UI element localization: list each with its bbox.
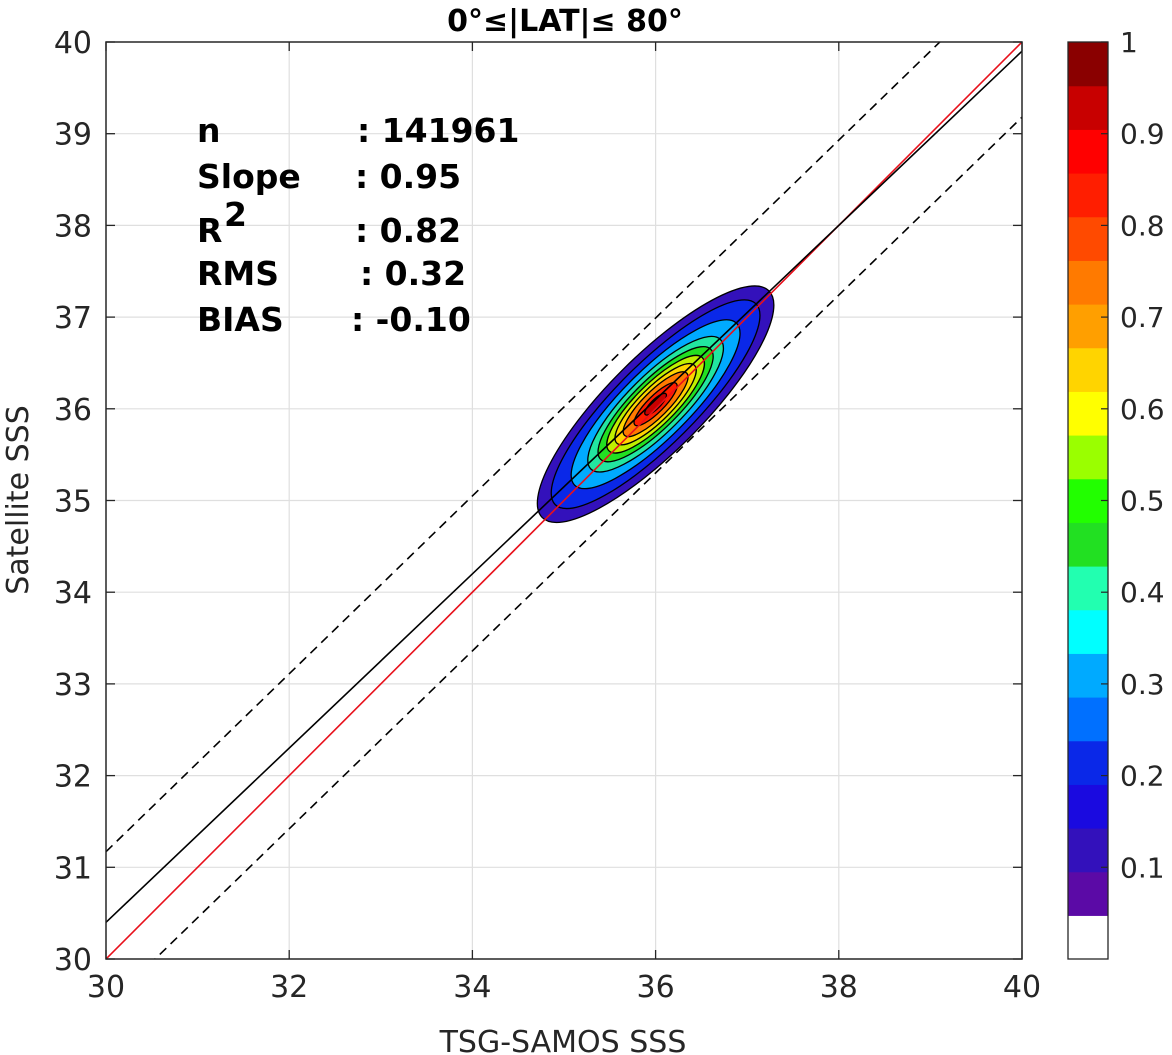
upper-bound-line xyxy=(106,42,941,853)
colorbar-tick-label: 0.3 xyxy=(1120,668,1165,701)
colorbar-segment xyxy=(1068,828,1108,873)
x-tick-label: 40 xyxy=(1003,970,1041,1005)
y-tick-label: 30 xyxy=(54,943,92,978)
y-axis-label: Satellite SSS xyxy=(1,405,36,595)
stat-label: n xyxy=(197,111,221,150)
y-tick-label: 34 xyxy=(54,576,92,611)
stat-label-superscript: 2 xyxy=(224,195,247,234)
stat-label: R xyxy=(197,211,222,250)
x-tick-label: 30 xyxy=(87,970,125,1005)
colorbar-segment xyxy=(1068,391,1108,436)
colorbar-segment xyxy=(1068,653,1108,698)
colorbar-tick-label: 1 xyxy=(1120,26,1138,59)
density-contour-level xyxy=(644,392,668,416)
colorbar-tick-label: 0.1 xyxy=(1120,851,1165,884)
colorbar-segment xyxy=(1068,173,1108,218)
colorbar-segment xyxy=(1068,347,1108,392)
colorbar-segment xyxy=(1068,697,1108,742)
colorbar-segment xyxy=(1068,42,1108,87)
y-tick-label: 36 xyxy=(54,393,92,428)
stat-label: BIAS xyxy=(197,300,284,339)
stat-value: : 0.32 xyxy=(360,254,466,293)
colorbar-tick-label: 0.8 xyxy=(1120,209,1165,242)
colorbar-tick-label: 0.7 xyxy=(1120,301,1165,334)
lower-bound-line xyxy=(153,116,1022,959)
chart-title: 0°≤|LAT|≤ 80° xyxy=(447,4,683,39)
density-contours xyxy=(536,285,775,524)
x-tick-label: 36 xyxy=(637,970,675,1005)
regression-line xyxy=(106,50,1022,923)
stat-label: RMS xyxy=(197,254,279,293)
x-tick-label: 38 xyxy=(820,970,858,1005)
stat-label: Slope xyxy=(197,157,301,196)
colorbar-segment xyxy=(1068,216,1108,261)
y-tick-label: 32 xyxy=(54,760,92,795)
colorbar-tick-label: 0.5 xyxy=(1120,485,1165,518)
colorbar-tick-label: 0.6 xyxy=(1120,393,1165,426)
fit-lines xyxy=(106,42,1022,959)
colorbar-segment xyxy=(1068,522,1108,567)
colorbar-segment xyxy=(1068,740,1108,785)
x-axis-label: TSG-SAMOS SSS xyxy=(439,1025,687,1055)
y-tick-label: 39 xyxy=(54,118,92,153)
colorbar-segment xyxy=(1068,260,1108,305)
colorbar-segment xyxy=(1068,85,1108,130)
stat-value: : 141961 xyxy=(357,111,519,150)
colorbar: 0.1 0.2 0.3 0.4 0.5 0.6 0.7 0.8 0.9 1 xyxy=(1067,26,1165,960)
statistics-annotation: n : 141961 Slope : 0.95 R 2 : 0.82 RMS : 0.32 BIA… xyxy=(197,111,519,339)
x-tick-label: 32 xyxy=(270,970,308,1005)
y-tick-label: 38 xyxy=(54,209,92,244)
stat-value: : -0.10 xyxy=(351,300,471,339)
colorbar-segment xyxy=(1068,129,1108,174)
y-tick-label: 31 xyxy=(54,851,92,886)
y-tick-label: 37 xyxy=(54,301,92,336)
one-to-one-line xyxy=(106,42,1022,959)
stat-value: : 0.95 xyxy=(355,157,461,196)
colorbar-segment xyxy=(1068,609,1108,654)
colorbar-segment xyxy=(1068,915,1108,960)
x-tick-label: 34 xyxy=(453,970,491,1005)
colorbar-segment xyxy=(1068,304,1108,349)
colorbar-tick-label: 0.9 xyxy=(1120,118,1165,151)
colorbar-segment xyxy=(1068,566,1108,611)
y-tick-label: 35 xyxy=(54,485,92,520)
colorbar-segment xyxy=(1068,784,1108,829)
colorbar-tick-label: 0.2 xyxy=(1120,760,1165,793)
colorbar-segment xyxy=(1068,435,1108,480)
y-tick-label: 33 xyxy=(54,668,92,703)
y-tick-label: 40 xyxy=(54,26,92,61)
stat-value: : 0.82 xyxy=(355,211,461,250)
colorbar-segment xyxy=(1068,871,1108,916)
colorbar-tick-label: 0.4 xyxy=(1120,576,1165,609)
plot-area: 30 32 34 36 38 40 30 31 32 33 34 35 36 37 38 39 40 xyxy=(54,26,1041,1005)
